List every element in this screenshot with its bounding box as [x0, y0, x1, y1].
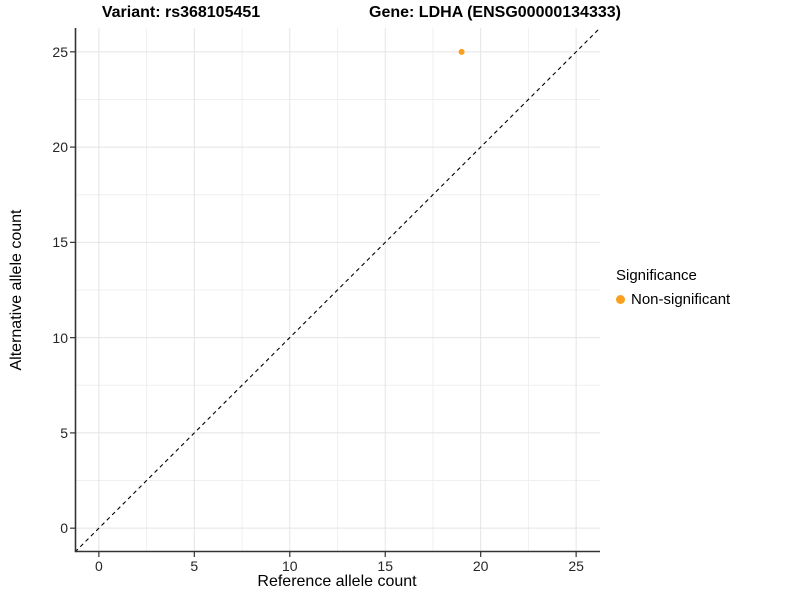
- y-tick-label: 10: [52, 329, 68, 346]
- y-axis-title: Alternative allele count: [8, 209, 25, 371]
- y-tick-label: 20: [52, 139, 68, 156]
- y-tick-label: 15: [52, 234, 68, 251]
- y-tick-label: 5: [60, 424, 68, 441]
- x-tick-label: 15: [377, 558, 393, 574]
- x-tick-label: 10: [281, 558, 298, 574]
- x-axis-title: Reference allele count: [257, 573, 417, 590]
- identity-dashed-line: [74, 27, 601, 553]
- non-significant-point-icon: [616, 295, 625, 304]
- y-tick-label: 0: [60, 520, 68, 537]
- x-tick-label: 5: [190, 558, 199, 574]
- legend-item-label: Non-significant: [631, 291, 731, 308]
- x-tick-label: 20: [472, 558, 489, 574]
- legend-item-non-significant: Non-significant: [616, 291, 730, 308]
- gene-title: Gene: LDHA (ENSG00000134333): [369, 4, 621, 21]
- legend: Significance Non-significant: [616, 267, 730, 308]
- data-point: [458, 48, 465, 55]
- x-tick-label: 0: [94, 558, 103, 574]
- scatter-plot-canvas: [70, 27, 601, 557]
- variant-title: Variant: rs368105451: [101, 4, 261, 21]
- y-tick-label: 25: [52, 43, 68, 60]
- plot-panel: [70, 27, 601, 557]
- legend-title: Significance: [616, 267, 697, 284]
- x-tick-label: 25: [568, 558, 584, 574]
